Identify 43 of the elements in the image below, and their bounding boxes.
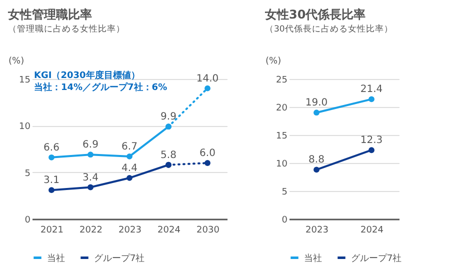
data-label: 19.0	[305, 98, 328, 109]
data-label: 8.8	[308, 154, 324, 166]
chart-title: 女性30代係長比率	[264, 8, 366, 22]
legend-label: グループ7社	[94, 252, 145, 264]
chart-title: 女性管理職比率	[7, 8, 92, 22]
x-tick-label: 2023	[118, 226, 142, 236]
x-tick-label: 2023	[306, 226, 328, 236]
y-tick-label: 20	[276, 104, 288, 114]
y-tick-label: 15	[276, 132, 288, 142]
y-tick-label: 5	[24, 168, 30, 179]
chart-subtitle: （管理職に占める女性比率）	[8, 24, 125, 34]
x-tick-label: 2022	[80, 226, 102, 236]
x-tick-label: 2030	[196, 226, 220, 236]
y-axis-title: (%)	[8, 56, 24, 66]
data-label: 6.9	[82, 140, 98, 151]
data-label: 21.4	[360, 84, 383, 96]
data-label: 6.0	[200, 148, 216, 159]
data-label: 14.0	[196, 73, 219, 84]
annotation: KGI（2030年度目標値）	[34, 70, 140, 81]
legend-label: グループ7社	[351, 252, 402, 264]
y-tick-label: 5	[282, 188, 288, 198]
data-label: 3.1	[44, 175, 60, 186]
legend-label: 当社	[47, 252, 65, 264]
data-label: 5.8	[160, 150, 176, 161]
y-tick-label: 15	[19, 76, 30, 86]
data-label: 9.9	[160, 112, 176, 123]
y-tick-label: 0	[282, 216, 288, 226]
x-tick-label: 2024	[360, 226, 384, 236]
data-label: 4.4	[122, 162, 138, 174]
y-tick-label: 0	[24, 216, 31, 226]
data-label: 12.3	[360, 135, 383, 146]
y-tick-label: 25	[276, 76, 288, 86]
legend-label: 当社	[304, 252, 322, 264]
x-tick-label: 2024	[158, 226, 181, 236]
data-label: 6.7	[122, 141, 138, 152]
x-tick-label: 2021	[40, 226, 64, 236]
annotation: 当社：14%／グループ7社：6%	[34, 82, 168, 93]
data-label: 3.4	[82, 172, 98, 184]
y-tick-label: 10	[19, 122, 31, 132]
data-label: 6.6	[44, 142, 60, 154]
y-axis-title: (%)	[266, 56, 282, 66]
y-tick-label: 10	[276, 160, 288, 170]
chart-subtitle: （30代係長に占める女性比率）	[265, 24, 393, 34]
